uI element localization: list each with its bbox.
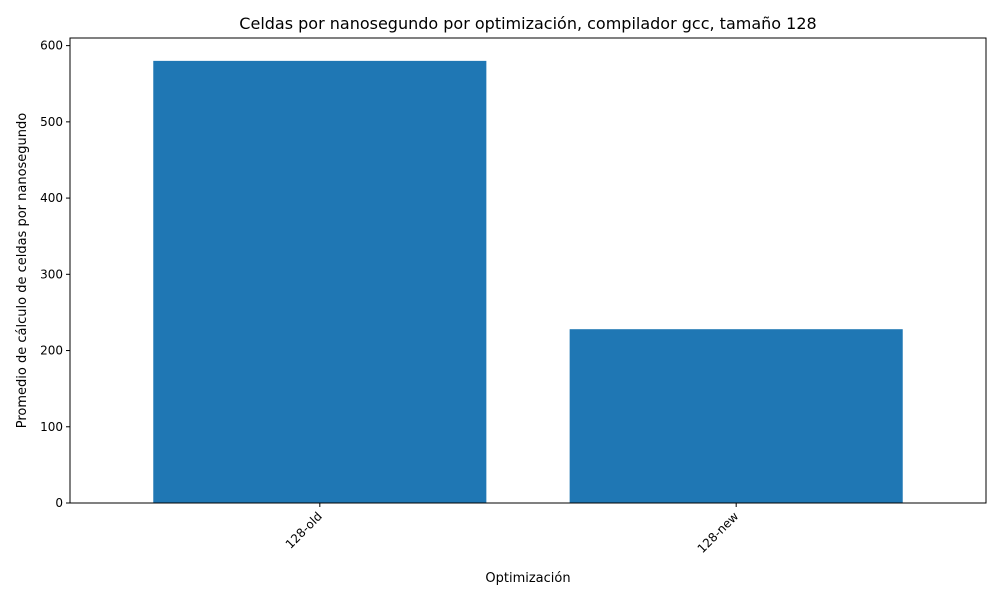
bars-group <box>153 60 903 504</box>
y-tick-label: 300 <box>40 267 63 281</box>
plot-frame <box>69 37 987 504</box>
y-tick-label: 200 <box>40 344 63 358</box>
y-tick-label: 500 <box>40 115 63 129</box>
y-tick-label: 100 <box>40 420 63 434</box>
x-tick-label: 128-old <box>283 509 325 551</box>
y-tick-label: 600 <box>40 39 63 53</box>
x-axis: 128-old 128-new <box>283 503 742 556</box>
y-tick-label: 0 <box>55 496 63 510</box>
y-tick-label: 400 <box>40 191 63 205</box>
x-tick-label: 128-new <box>695 509 742 556</box>
y-axis-label: Promedio de cálculo de celdas por nanose… <box>15 113 30 429</box>
bar-128-old <box>153 60 487 504</box>
bar-128-new <box>569 329 903 503</box>
y-axis: 0 100 200 300 400 500 600 <box>40 39 70 510</box>
x-axis-label: Optimización <box>485 571 570 586</box>
chart-title: Celdas por nanosegundo por optimización,… <box>239 14 816 33</box>
